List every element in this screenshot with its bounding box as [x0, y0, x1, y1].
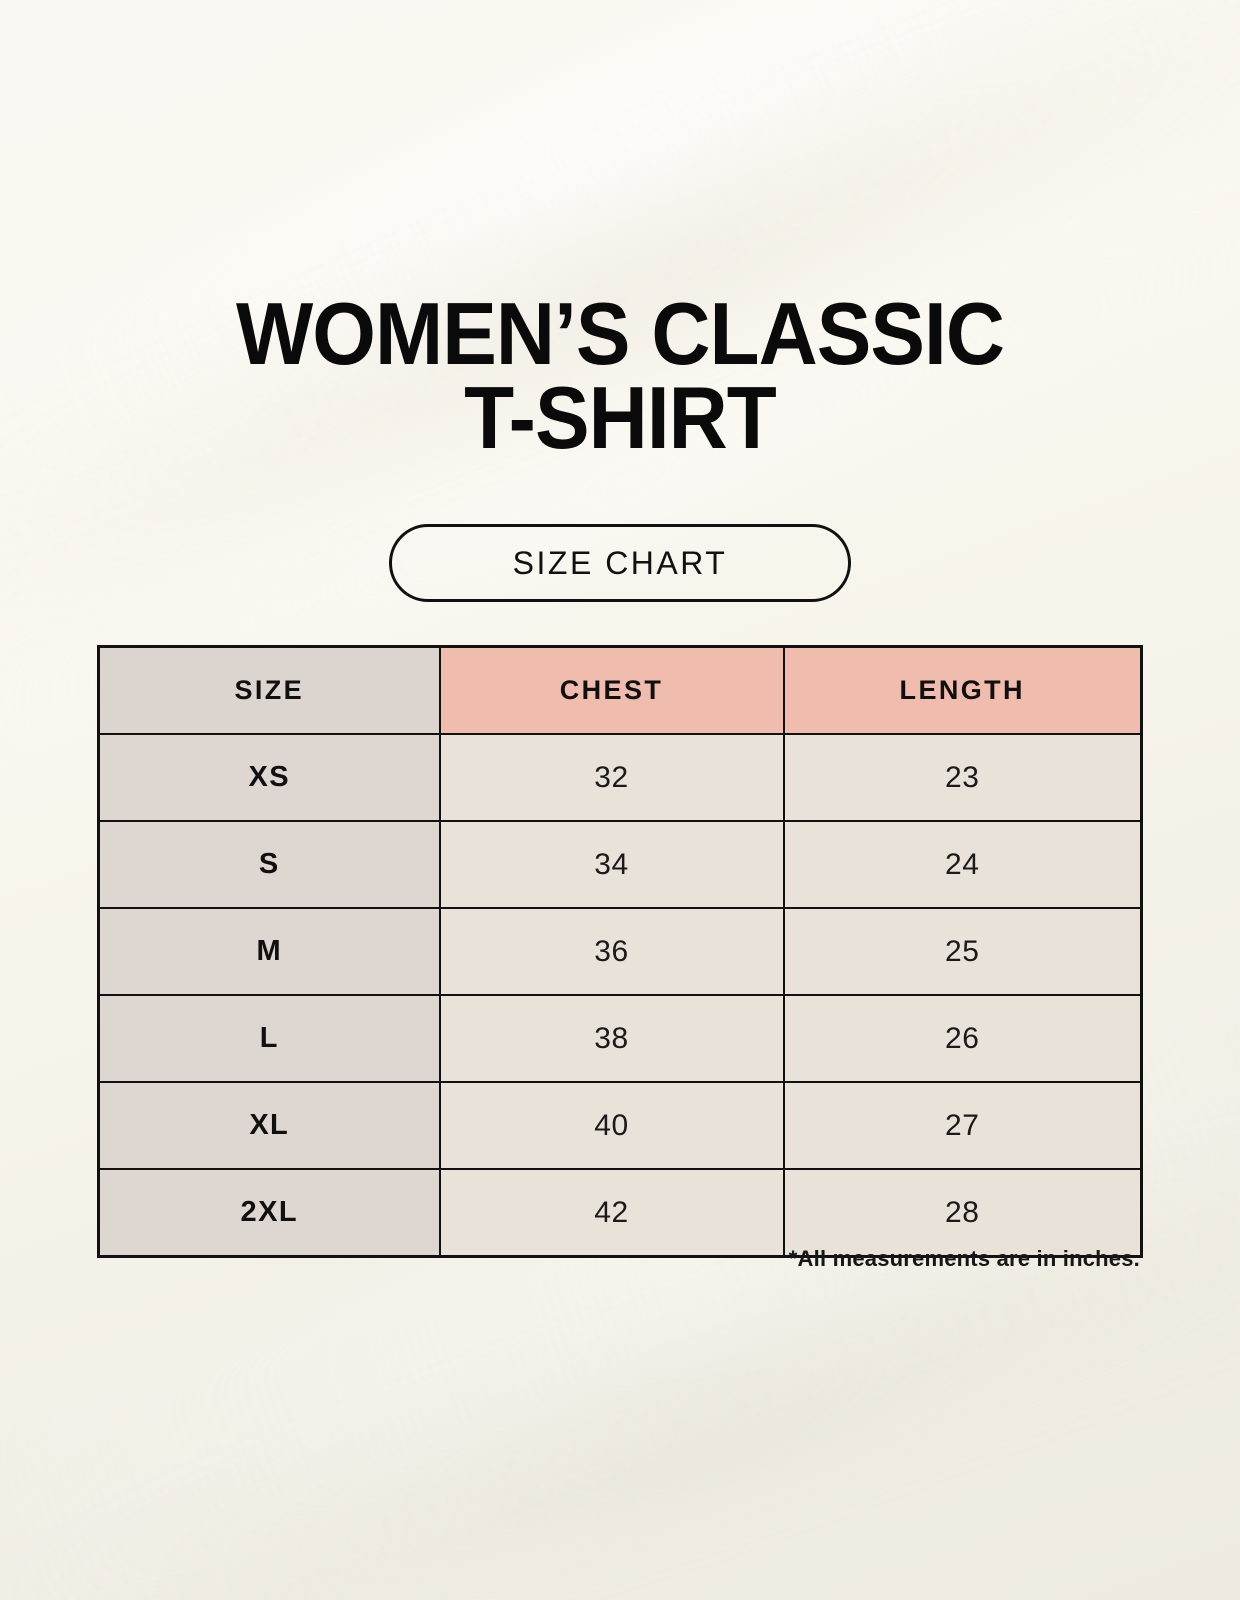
table-row: S 34 24: [97, 820, 1143, 909]
cell-size: L: [97, 994, 441, 1083]
page-title-line-2: T-SHIRT: [464, 367, 777, 467]
column-header-chest: CHEST: [438, 645, 785, 735]
cell-chest-value: 42: [594, 1195, 629, 1229]
cell-size: 2XL: [97, 1168, 441, 1258]
size-chart-badge-label: SIZE CHART: [512, 544, 728, 581]
table-row: L 38 26: [97, 994, 1143, 1083]
cell-size-value: L: [259, 1022, 279, 1054]
size-table-body: XS 32 23 S 34: [97, 733, 1143, 1258]
cell-chest-value: 32: [594, 760, 629, 794]
table-row: XL 40 27: [97, 1081, 1143, 1170]
cell-size-value: S: [258, 848, 280, 880]
size-table-head: SIZE CHEST LENGTH: [97, 645, 1143, 735]
table-header-row: SIZE CHEST LENGTH: [97, 645, 1143, 735]
cell-length-value: 24: [944, 847, 980, 881]
cell-chest: 38: [438, 994, 785, 1083]
cell-length-value: 26: [944, 1021, 980, 1055]
column-header-size: SIZE: [97, 645, 441, 735]
cell-chest: 36: [438, 907, 785, 996]
table-row: 2XL 42 28: [97, 1168, 1143, 1258]
cell-size: S: [97, 820, 441, 909]
cell-length: 28: [782, 1168, 1143, 1258]
cell-length: 25: [782, 907, 1143, 996]
column-header-size-label: SIZE: [234, 675, 305, 705]
cell-length-value: 25: [944, 934, 980, 968]
cell-size: M: [97, 907, 441, 996]
cell-length-value: 28: [944, 1195, 980, 1229]
cell-length-value: 23: [944, 760, 980, 794]
size-table: SIZE CHEST LENGTH XS 32: [97, 645, 1143, 1258]
cell-length-value: 27: [944, 1108, 980, 1142]
size-chart-badge: SIZE CHART: [389, 524, 851, 602]
cell-chest: 34: [438, 820, 785, 909]
size-table-container: SIZE CHEST LENGTH XS 32: [97, 645, 1143, 1258]
table-row: M 36 25: [97, 907, 1143, 996]
cell-size: XL: [97, 1081, 441, 1170]
cell-chest-value: 36: [594, 934, 629, 968]
cell-chest-value: 38: [594, 1021, 629, 1055]
cell-size-value: M: [256, 935, 283, 967]
cell-length: 26: [782, 994, 1143, 1083]
cell-length: 23: [782, 733, 1143, 822]
cell-length: 27: [782, 1081, 1143, 1170]
cell-chest-value: 34: [594, 847, 629, 881]
cell-size-value: 2XL: [240, 1196, 298, 1228]
cell-chest: 32: [438, 733, 785, 822]
table-row: XS 32 23: [97, 733, 1143, 822]
column-header-length: LENGTH: [782, 645, 1143, 735]
cell-chest: 40: [438, 1081, 785, 1170]
cell-chest: 42: [438, 1168, 785, 1258]
page-title-line-1: WOMEN’S CLASSIC: [235, 284, 1005, 383]
cell-size-value: XL: [249, 1109, 290, 1141]
column-header-chest-label: CHEST: [559, 675, 664, 705]
cell-size: XS: [97, 733, 441, 822]
cell-size-value: XS: [248, 761, 290, 793]
page-title: WOMEN’S CLASSIC T-SHIRT: [43, 284, 1196, 467]
measurement-footnote: *All measurements are in inches.: [788, 1246, 1140, 1271]
column-header-length-label: LENGTH: [899, 675, 1025, 705]
cell-chest-value: 40: [594, 1108, 629, 1142]
cell-length: 24: [782, 820, 1143, 909]
